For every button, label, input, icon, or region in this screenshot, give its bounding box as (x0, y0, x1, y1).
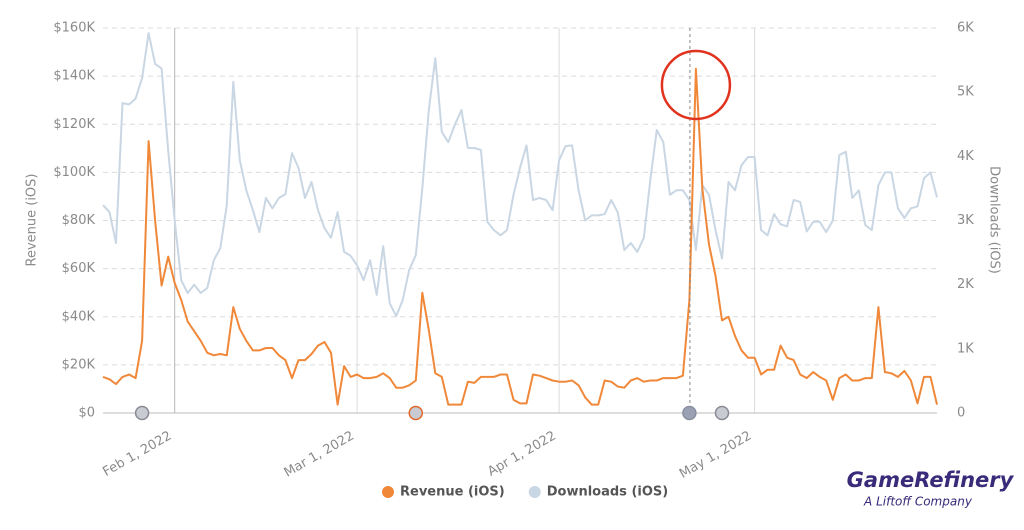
y-tick-label: $80K (62, 213, 96, 228)
y-axis-title: Revenue (iOS) (25, 174, 40, 267)
x-tick-label: Mar 1, 2022 (282, 429, 357, 481)
y2-tick-label: 4K (957, 149, 974, 164)
brand-tagline: A Liftoff Company (863, 495, 973, 509)
y-tick-label: $100K (53, 165, 95, 180)
y-tick-label: $160K (53, 21, 95, 36)
x-tick-label: Apr 1, 2022 (485, 429, 559, 480)
y-tick-label: $60K (62, 261, 96, 276)
y2-tick-label: 5K (957, 85, 974, 100)
brand-name: GameRefinery (847, 468, 1015, 492)
y-tick-label: $140K (53, 69, 95, 84)
event-marker (408, 405, 423, 421)
y2-tick-label: 0 (957, 406, 965, 421)
highlight-circle (660, 49, 732, 121)
legend-swatch (528, 486, 541, 498)
event-marker (134, 405, 150, 421)
y2-tick-label: 2K (957, 277, 974, 292)
x-tick-label: May 1, 2022 (677, 429, 754, 482)
y2-tick-label: 1K (957, 341, 974, 356)
y2-tick-label: 6K (957, 21, 974, 36)
y-tick-label: $40K (62, 309, 96, 324)
series-line (102, 67, 938, 406)
y-tick-label: $120K (53, 117, 95, 132)
legend-label: Revenue (iOS) (400, 485, 505, 500)
y-tick-label: $20K (62, 357, 96, 372)
y2-axis-title: Downloads (iOS) (987, 166, 1002, 274)
legend-label: Downloads (iOS) (547, 485, 668, 500)
y-tick-label: $0 (78, 406, 95, 421)
y2-tick-label: 3K (957, 213, 974, 228)
legend-swatch (382, 486, 394, 498)
series-line (102, 32, 938, 318)
event-marker (682, 405, 697, 421)
event-marker (714, 405, 730, 421)
x-tick-label: Feb 1, 2022 (100, 429, 174, 480)
